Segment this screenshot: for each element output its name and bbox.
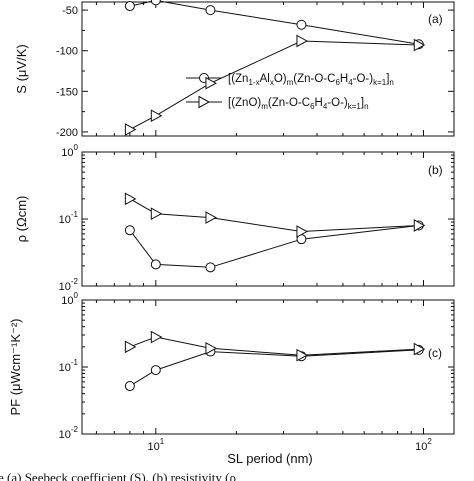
data-point-triangle (296, 348, 308, 362)
legend-label-circle: [(Zn1-xAlxO)m(Zn-O-C6H4-O-)k=1]n (228, 73, 394, 87)
data-point-triangle (124, 340, 137, 354)
panel-c-frame (81, 299, 455, 435)
legend-label-triangle: [(ZnO)m(Zn-O-C6H4-O-)k=1]n (228, 97, 369, 111)
series-line-circle (129, 349, 419, 387)
x-tick-label: 101 (147, 437, 164, 453)
data-point-triangle (150, 109, 163, 123)
data-point-circle (150, 0, 161, 6)
chart-marks: 101 102-50-100-150-20010-210-110010-210-1… (56, 0, 454, 453)
y-tick-label: -150 (56, 86, 78, 98)
legend: [(Zn1-xAlxO)m(Zn-O-C6H4-O-)k=1]n [(ZnO)m… (186, 73, 394, 111)
data-point-circle (124, 381, 135, 392)
data-point-triangle (124, 192, 137, 206)
data-point-circle (124, 225, 135, 236)
data-point-triangle (205, 341, 217, 355)
data-point-circle (296, 19, 307, 30)
data-point-triangle (413, 342, 426, 356)
data-point-triangle (150, 207, 163, 221)
data-point-triangle (150, 330, 163, 344)
data-point-triangle (413, 38, 426, 52)
ylabel-c: PF (μWcm⁻¹K⁻²) (8, 318, 23, 415)
series-line-triangle-right (129, 198, 419, 233)
y-tick-label: 100 (61, 143, 78, 159)
y-tick-label: 10-2 (59, 277, 79, 293)
y-tick-label: 10-1 (59, 358, 79, 374)
ylabel-b: ρ (Ωcm) (14, 196, 29, 243)
series-line-circle (129, 0, 419, 45)
x-tick-label: 102 (415, 437, 432, 453)
y-tick-label: -200 (56, 127, 78, 139)
y-tick-label: 10-1 (59, 210, 79, 226)
y-tick-label: 10-2 (59, 425, 79, 441)
ylabel-a: S (μV/K) (14, 44, 29, 93)
y-tick-label: -100 (56, 46, 78, 58)
figure-caption: e (a) Seebeck coefficient (S), (b) resis… (0, 470, 236, 481)
data-point-triangle (296, 34, 308, 48)
panel-a-tag: (a) (428, 12, 443, 26)
data-point-triangle (296, 225, 308, 238)
data-point-triangle (205, 76, 217, 90)
y-tick-label: 100 (61, 291, 78, 307)
x-axis-label: SL period (nm) (227, 451, 313, 466)
data-point-triangle (205, 211, 217, 224)
y-tick-label: -50 (62, 5, 78, 17)
data-point-circle (124, 1, 135, 12)
panel-b-frame (81, 151, 455, 287)
data-point-circle (150, 259, 161, 270)
data-point-circle (150, 365, 161, 376)
data-point-circle (205, 262, 216, 273)
panel-a-frame (81, 1, 455, 137)
data-point-triangle (124, 123, 137, 136)
series-line-circle (129, 225, 419, 268)
panel-b-tag: (b) (428, 163, 443, 177)
data-point-circle (205, 5, 216, 16)
legend-marker-triangle (198, 95, 211, 109)
panel-c-tag: (c) (428, 346, 442, 360)
data-point-triangle (413, 219, 426, 232)
